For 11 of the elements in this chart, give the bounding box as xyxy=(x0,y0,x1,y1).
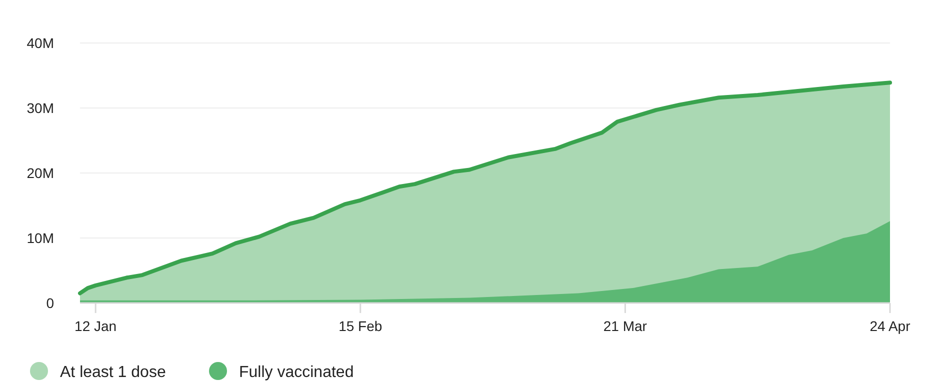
y-tick-label: 30M xyxy=(26,100,54,116)
legend-label: Fully vaccinated xyxy=(239,364,354,381)
x-tick-label: 24 Apr xyxy=(870,318,911,334)
y-tick-label: 40M xyxy=(26,35,54,51)
x-tick-label: 15 Feb xyxy=(338,318,382,334)
y-tick-label: 20M xyxy=(26,165,54,181)
y-tick-label: 0 xyxy=(46,295,54,311)
x-tick-label: 12 Jan xyxy=(74,318,117,334)
legend-label: At least 1 dose xyxy=(60,364,166,381)
y-tick-label: 10M xyxy=(26,230,54,246)
x-tick-label: 21 Mar xyxy=(603,318,648,334)
